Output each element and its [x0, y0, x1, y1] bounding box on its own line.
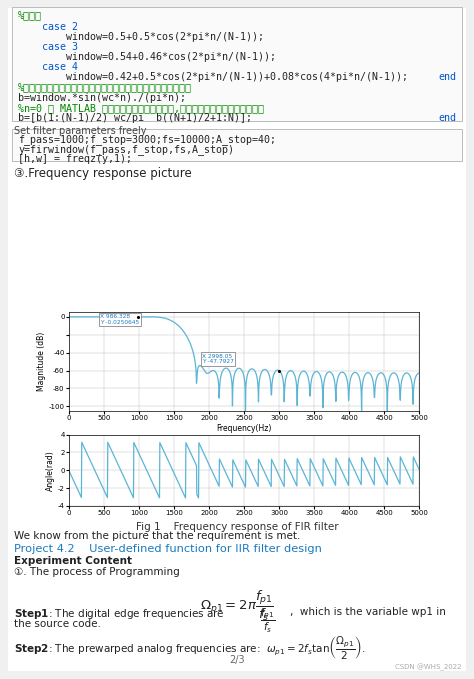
Text: b=window.*sin(wc*n)./(pi*n);: b=window.*sin(wc*n)./(pi*n); [18, 93, 186, 103]
Text: ①. The process of Programming: ①. The process of Programming [14, 567, 180, 577]
Text: $\dfrac{f_{p1}}{f_s}$: $\dfrac{f_{p1}}{f_s}$ [260, 607, 275, 636]
Y-axis label: Magnitude (dB): Magnitude (dB) [37, 332, 46, 391]
Text: We know from the picture that the requirement is met.: We know from the picture that the requir… [14, 531, 301, 541]
Text: %与理想低通滤波器的时域表达式相乘，得到加窗后的低通滤波器: %与理想低通滤波器的时域表达式相乘，得到加窗后的低通滤波器 [18, 83, 192, 93]
Text: %n=0 处 MATLAB 计算有问题，需要手动调整,同时相当于向右调整为因果序列: %n=0 处 MATLAB 计算有问题，需要手动调整,同时相当于向右调整为因果序… [18, 103, 264, 113]
Bar [12, 7, 462, 121]
Text: Experiment Content: Experiment Content [14, 556, 132, 566]
Text: case 3: case 3 [18, 42, 78, 52]
Bar [12, 129, 462, 161]
Text: b=[b(1:(N-1)/2) wc/pi  b((N+1)/2+1:N)];: b=[b(1:(N-1)/2) wc/pi b((N+1)/2+1:N)]; [18, 113, 252, 123]
Text: ,  which is the variable wp1 in: , which is the variable wp1 in [290, 607, 446, 617]
Text: end: end [438, 113, 456, 123]
Text: window=0.42+0.5*cos(2*pi*n/(N-1))+0.08*cos(4*pi*n/(N-1));: window=0.42+0.5*cos(2*pi*n/(N-1))+0.08*c… [18, 72, 408, 82]
Text: 2/3: 2/3 [229, 655, 245, 665]
Text: window=0.5+0.5*cos(2*pi*n/(N-1));: window=0.5+0.5*cos(2*pi*n/(N-1)); [18, 32, 264, 42]
Text: Project 4.2    User-defined function for IIR filter design: Project 4.2 User-defined function for II… [14, 544, 322, 554]
Text: X 986.328
Y -0.0250645: X 986.328 Y -0.0250645 [100, 314, 139, 325]
Text: case 2: case 2 [18, 22, 78, 32]
Text: y=firwindow(f_pass,f_stop,fs,A_stop): y=firwindow(f_pass,f_stop,fs,A_stop) [18, 144, 234, 155]
Text: CSDN @WHS_2022: CSDN @WHS_2022 [395, 663, 462, 671]
Text: $\mathbf{Step1}$: The digital edge frequencies are: $\mathbf{Step1}$: The digital edge frequ… [14, 607, 225, 621]
Text: f_pass=1000;f_stop=3000;fs=10000;A_stop=40;: f_pass=1000;f_stop=3000;fs=10000;A_stop=… [18, 134, 276, 145]
Text: $\mathbf{Step2}$: The prewarped analog frequencies are:  $\omega_{p1}=2f_s\tan\!: $\mathbf{Step2}$: The prewarped analog f… [14, 634, 366, 661]
Text: X 2998.05
Y -47.7927: X 2998.05 Y -47.7927 [202, 354, 234, 365]
Text: ③.Frequency response picture: ③.Frequency response picture [14, 167, 192, 180]
Y-axis label: Angle(rad): Angle(rad) [46, 449, 55, 491]
Text: Fig 1    Frequency response of FIR filter: Fig 1 Frequency response of FIR filter [136, 522, 338, 532]
Text: [h,w] = freqz(y,1);: [h,w] = freqz(y,1); [18, 154, 132, 164]
Text: the source code.: the source code. [14, 619, 101, 629]
Text: end: end [438, 72, 456, 82]
X-axis label: Frequency(Hz): Frequency(Hz) [217, 424, 272, 433]
Text: $\Omega_{p1}=2\pi\dfrac{f_{p1}}{f_s}$: $\Omega_{p1}=2\pi\dfrac{f_{p1}}{f_s}$ [200, 589, 274, 623]
Text: case 4: case 4 [18, 62, 78, 72]
Text: window=0.54+0.46*cos(2*pi*n/(N-1));: window=0.54+0.46*cos(2*pi*n/(N-1)); [18, 52, 276, 62]
Text: Set filter parameters freely: Set filter parameters freely [14, 126, 146, 136]
Text: %续上页: %续上页 [18, 11, 42, 21]
